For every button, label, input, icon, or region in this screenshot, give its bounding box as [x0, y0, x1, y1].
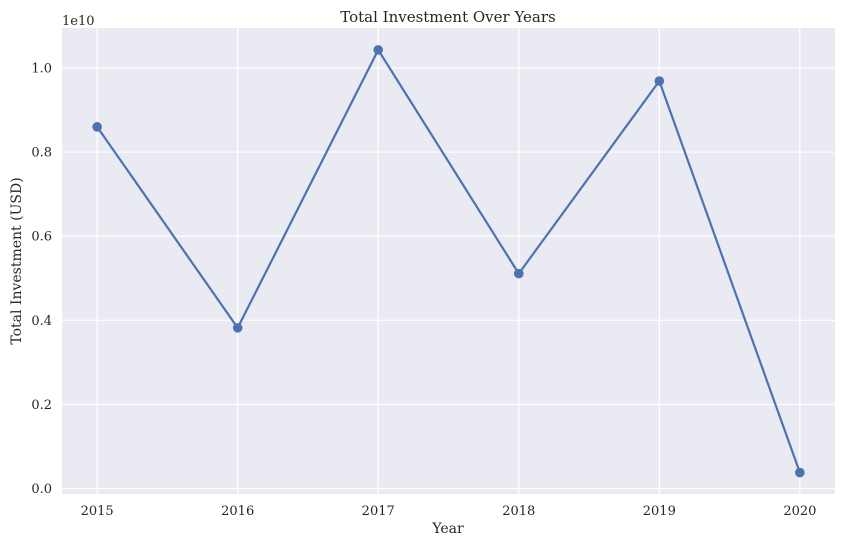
plot-area	[62, 28, 835, 494]
data-point	[513, 268, 524, 279]
y-tick-label: 0.6	[31, 230, 52, 245]
y-tick-label: 0.4	[31, 314, 52, 329]
data-point	[232, 323, 243, 333]
series-line	[96, 48, 801, 474]
y-offset-label: 1e10	[62, 14, 95, 29]
y-tick-label: 0.8	[31, 146, 52, 161]
x-axis-label: Year	[431, 521, 464, 537]
x-tick-label: 2015	[81, 504, 114, 519]
chart-title: Total Investment Over Years	[340, 8, 556, 26]
tick-labels: 2015 2016 2017 2018 2019 2020 0.0 0.2 0.4 0.6 0.8 1…	[31, 61, 816, 519]
x-tick-label: 2016	[221, 504, 254, 519]
x-tick-label: 2020	[783, 504, 816, 519]
y-tick-label: 1.0	[31, 61, 52, 76]
x-tick-label: 2018	[502, 504, 535, 519]
data-point	[795, 467, 805, 478]
x-tick-label: 2017	[362, 504, 395, 519]
x-tick-label: 2019	[643, 504, 676, 519]
series-layer	[92, 45, 805, 478]
y-axis-label: Total Investment (USD)	[9, 177, 25, 344]
data-point	[654, 76, 665, 86]
data-point	[92, 122, 102, 132]
y-tick-label: 0.2	[31, 398, 52, 413]
grid-lines	[62, 28, 835, 494]
y-tick-label: 0.0	[31, 482, 52, 497]
data-point	[373, 45, 384, 55]
